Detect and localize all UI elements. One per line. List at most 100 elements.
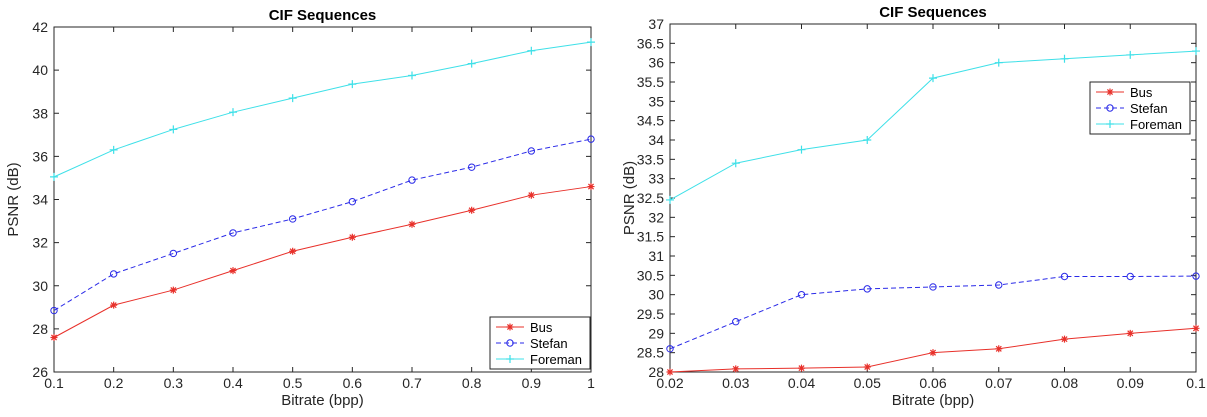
y-tick-label: 42	[32, 19, 48, 35]
legend-marker-foreman	[506, 355, 514, 363]
data-point-stefan	[1060, 272, 1069, 281]
y-tick-label: 40	[32, 62, 48, 78]
data-point-stefan	[1192, 272, 1200, 280]
y-tick-label: 28	[648, 364, 664, 380]
x-tick-label: 0.9	[522, 375, 542, 391]
data-point-bus	[468, 206, 476, 214]
series-line-stefan	[669, 275, 1197, 350]
x-tick-label: 1	[587, 375, 595, 391]
series-stefan	[666, 272, 1200, 353]
series-foreman	[666, 47, 1200, 204]
legend-label-stefan: Stefan	[1130, 101, 1168, 116]
data-point-stefan	[288, 215, 297, 223]
data-point-bus	[169, 286, 177, 294]
data-point-stefan	[1126, 272, 1134, 281]
y-tick-label: 29.5	[637, 306, 664, 322]
data-point-bus	[348, 233, 356, 241]
data-point-foreman	[587, 38, 595, 47]
data-point-stefan	[109, 270, 118, 278]
legend-label-foreman: Foreman	[530, 352, 582, 367]
y-tick-label: 36.5	[637, 35, 664, 51]
x-tick-label: 0.09	[1117, 375, 1144, 391]
chart-title: CIF Sequences	[879, 4, 987, 21]
y-tick-label: 34	[648, 132, 664, 148]
y-tick-label: 30.5	[637, 267, 664, 283]
x-tick-label: 0.2	[104, 375, 124, 391]
x-tick-label: 0.03	[722, 375, 749, 391]
data-point-bus	[732, 365, 740, 373]
y-tick-label: 29	[648, 325, 664, 341]
data-point-bus	[50, 334, 58, 341]
legend-marker-bus	[1106, 88, 1114, 96]
data-point-foreman	[666, 195, 674, 204]
data-point-stefan	[467, 163, 476, 171]
data-point-stefan	[929, 283, 937, 291]
series-line-bus	[53, 186, 592, 338]
x-tick-label: 0.05	[854, 375, 881, 391]
legend-marker-foreman	[1106, 120, 1114, 128]
data-point-foreman	[994, 58, 1003, 67]
data-point-foreman	[1192, 47, 1200, 56]
data-point-bus	[863, 363, 871, 371]
legend-label-bus: Bus	[530, 320, 553, 335]
data-point-stefan	[587, 135, 595, 143]
y-axis-label: PSNR (dB)	[5, 162, 22, 236]
y-axis-label: PSNR (dB)	[621, 161, 638, 235]
x-axis-label: Bitrate (bpp)	[892, 392, 975, 409]
y-tick-label: 36	[32, 148, 48, 164]
data-point-bus	[229, 267, 237, 275]
data-point-foreman	[169, 125, 178, 134]
data-point-foreman	[288, 94, 297, 103]
legend-marker-stefan	[1106, 104, 1114, 112]
y-tick-label: 33	[648, 171, 664, 187]
data-point-bus	[1061, 335, 1068, 343]
x-tick-label: 0.4	[223, 375, 243, 391]
x-tick-label: 0.02	[656, 375, 683, 391]
data-point-stefan	[408, 176, 416, 184]
data-point-foreman	[527, 46, 536, 55]
series-line-stefan	[53, 138, 592, 311]
x-tick-label: 0.1	[44, 375, 64, 391]
x-tick-label: 0.6	[343, 375, 363, 391]
data-point-foreman	[467, 59, 476, 68]
data-point-foreman	[50, 172, 58, 181]
y-tick-label: 38	[32, 105, 48, 121]
y-tick-label: 32.5	[637, 190, 664, 206]
data-point-bus	[995, 345, 1003, 353]
legend-label-stefan: Stefan	[530, 336, 568, 351]
series-bus	[666, 324, 1200, 376]
data-point-foreman	[863, 136, 872, 144]
x-tick-label: 0.7	[402, 375, 422, 391]
data-point-foreman	[348, 80, 357, 89]
legend-label-bus: Bus	[1130, 85, 1153, 100]
data-point-foreman	[929, 74, 937, 83]
series-line-foreman	[53, 41, 592, 178]
x-tick-label: 0.04	[788, 375, 815, 391]
legend-marker-bus	[506, 323, 514, 331]
data-point-foreman	[1126, 50, 1135, 59]
data-point-stefan	[50, 306, 58, 315]
y-tick-label: 37	[648, 16, 664, 32]
x-tick-label: 0.3	[164, 375, 184, 391]
data-point-stefan	[995, 281, 1003, 289]
data-point-bus	[798, 364, 805, 372]
y-tick-label: 28	[32, 321, 48, 337]
data-point-stefan	[797, 290, 806, 299]
data-point-bus	[110, 301, 118, 309]
y-tick-label: 31	[648, 248, 664, 264]
data-point-foreman	[797, 145, 806, 154]
data-point-bus	[289, 247, 297, 255]
legend-marker-stefan	[506, 339, 514, 347]
data-point-stefan	[732, 318, 740, 326]
series-bus	[50, 183, 595, 341]
data-point-foreman	[408, 71, 416, 80]
data-point-bus	[666, 368, 674, 376]
y-tick-label: 32	[648, 209, 664, 225]
x-tick-label: 0.8	[462, 375, 482, 391]
data-point-stefan	[348, 197, 357, 206]
data-point-bus	[527, 191, 535, 199]
y-tick-label: 34.5	[637, 113, 664, 129]
data-point-bus	[1192, 324, 1200, 332]
